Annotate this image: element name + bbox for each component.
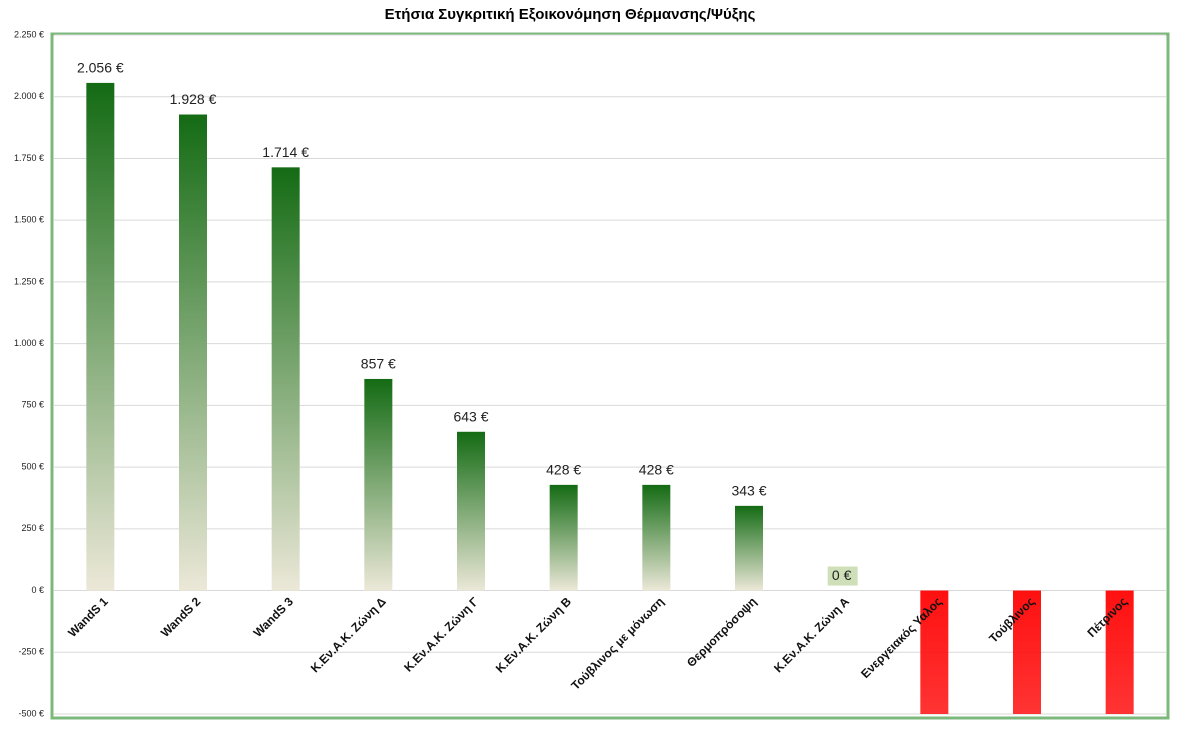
y-tick-label: 2.000 € xyxy=(14,91,44,101)
y-tick-label: 1.750 € xyxy=(14,153,44,163)
y-tick-label: 250 € xyxy=(21,523,44,533)
x-tick-label: Κ.Εν.Α.Κ. Ζώνη Γ xyxy=(401,594,482,675)
bar xyxy=(179,114,207,591)
y-tick-label: 2.250 € xyxy=(14,29,44,39)
bar xyxy=(86,82,115,591)
value-label: 1.928 € xyxy=(170,91,217,107)
x-tick-label: Κ.Εν.Α.Κ. Ζώνη Δ xyxy=(308,594,389,675)
bar xyxy=(642,484,671,591)
value-label: 428 € xyxy=(639,462,674,478)
y-tick-label: 1.500 € xyxy=(14,215,44,225)
bar xyxy=(457,431,485,591)
bar xyxy=(920,590,949,714)
value-label: 643 € xyxy=(453,408,488,424)
y-tick-label: -250 € xyxy=(18,647,44,657)
y-tick-label: 0 € xyxy=(31,585,44,595)
bar xyxy=(1105,590,1134,714)
value-label: 0 € xyxy=(832,567,852,583)
x-tick-label: WandS 1 xyxy=(65,594,111,640)
y-tick-label: 500 € xyxy=(21,461,44,471)
x-tick-label: Θερμοπρόσοψη xyxy=(684,594,759,669)
x-tick-label: Κ.Εν.Α.Κ. Ζώνη Α xyxy=(771,594,852,675)
y-tick-label: 1.250 € xyxy=(14,276,44,286)
value-label: 428 € xyxy=(546,462,581,478)
y-tick-label: 750 € xyxy=(21,400,44,410)
x-tick-label: WandS 3 xyxy=(251,594,297,640)
x-tick-label: Τούβλινος με μόνωση xyxy=(568,594,666,692)
bar xyxy=(271,167,300,591)
x-tick-label: WandS 2 xyxy=(158,594,204,640)
value-label: 2.056 € xyxy=(77,60,124,76)
bar xyxy=(735,505,763,591)
bar xyxy=(364,378,393,591)
y-tick-label: -500 € xyxy=(18,708,44,718)
value-label: 857 € xyxy=(361,356,396,372)
value-label-bg xyxy=(827,566,858,586)
x-tick-label: Κ.Εν.Α.Κ. Ζώνη Β xyxy=(493,594,574,675)
bar xyxy=(1013,590,1041,714)
value-label: 343 € xyxy=(731,483,766,499)
plot-border xyxy=(50,32,1170,720)
value-label: 1.714 € xyxy=(262,144,309,160)
y-tick-label: 1.000 € xyxy=(14,338,44,348)
bar xyxy=(549,484,578,591)
chart-title: Ετήσια Συγκριτική Εξοικονόμηση Θέρμανσης… xyxy=(385,6,756,23)
